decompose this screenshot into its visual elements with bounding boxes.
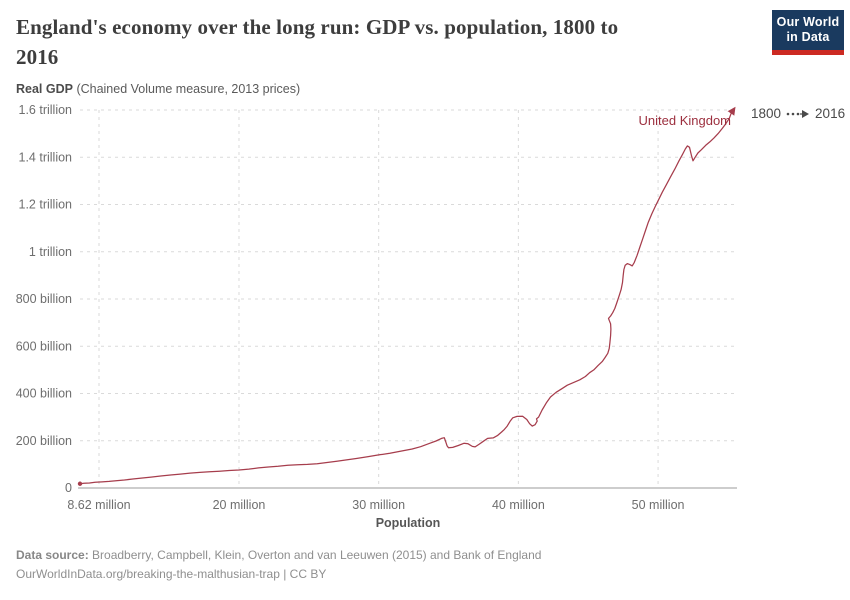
y-tick-label: 600 billion (16, 339, 72, 353)
gdp-vs-population-line[interactable] (79, 106, 736, 485)
time-range-legend: 1800 2016 (751, 106, 845, 121)
y-tick-label: 400 billion (16, 387, 72, 401)
x-tick-label: 30 million (352, 498, 405, 512)
logo-line-1: Our World (776, 15, 840, 29)
chart-footer: Data source: Broadberry, Campbell, Klein… (16, 546, 541, 584)
y-axis-tick-labels: 0 200 billion 400 billion 600 billion 800 bi… (16, 103, 72, 495)
y-tick-label: 800 billion (16, 292, 72, 306)
y-tick-label: 1 trillion (29, 245, 72, 259)
gridlines (78, 109, 737, 489)
chart-subtitle: Real GDP (Chained Volume measure, 2013 p… (16, 82, 300, 96)
range-arrow-icon (786, 109, 810, 118)
legend-start-year: 1800 (751, 106, 782, 121)
page-title: England's economy over the long run: GDP… (16, 12, 736, 72)
y-tick-label: 0 (65, 481, 72, 495)
x-tick-label: 40 million (492, 498, 545, 512)
y-tick-label: 1.6 trillion (19, 103, 73, 117)
legend-end-year: 2016 (815, 106, 846, 121)
license-line: OurWorldInData.org/breaking-the-malthusi… (16, 567, 327, 581)
x-tick-label: 8.62 million (67, 498, 130, 512)
y-tick-label: 1.4 trillion (19, 150, 73, 164)
chart-plot-area[interactable]: 8.62 million 20 million 30 million 40 milli… (0, 0, 850, 540)
y-tick-label: 200 billion (16, 434, 72, 448)
data-source-label: Data source: (16, 548, 89, 562)
x-axis-title: Population (376, 516, 441, 530)
title-line-1: England's economy over the long run: GDP… (16, 15, 619, 39)
x-axis-tick-labels: 8.62 million 20 million 30 million 40 milli… (67, 498, 684, 512)
subtitle-detail: (Chained Volume measure, 2013 prices) (72, 82, 301, 96)
owid-logo[interactable]: Our World in Data (772, 10, 844, 55)
subtitle-metric: Real GDP (16, 82, 73, 96)
x-tick-label: 50 million (632, 498, 685, 512)
y-tick-label: 1.2 trillion (19, 198, 73, 212)
series-start-point[interactable] (77, 481, 83, 486)
data-source-text: Broadberry, Campbell, Klein, Overton and… (88, 548, 542, 562)
series-label[interactable]: United Kingdom (639, 113, 732, 128)
x-tick-label: 20 million (213, 498, 266, 512)
title-line-2: 2016 (16, 45, 59, 69)
logo-line-2: in Data (786, 30, 830, 44)
data-source-line: Data source: Broadberry, Campbell, Klein… (16, 546, 541, 565)
